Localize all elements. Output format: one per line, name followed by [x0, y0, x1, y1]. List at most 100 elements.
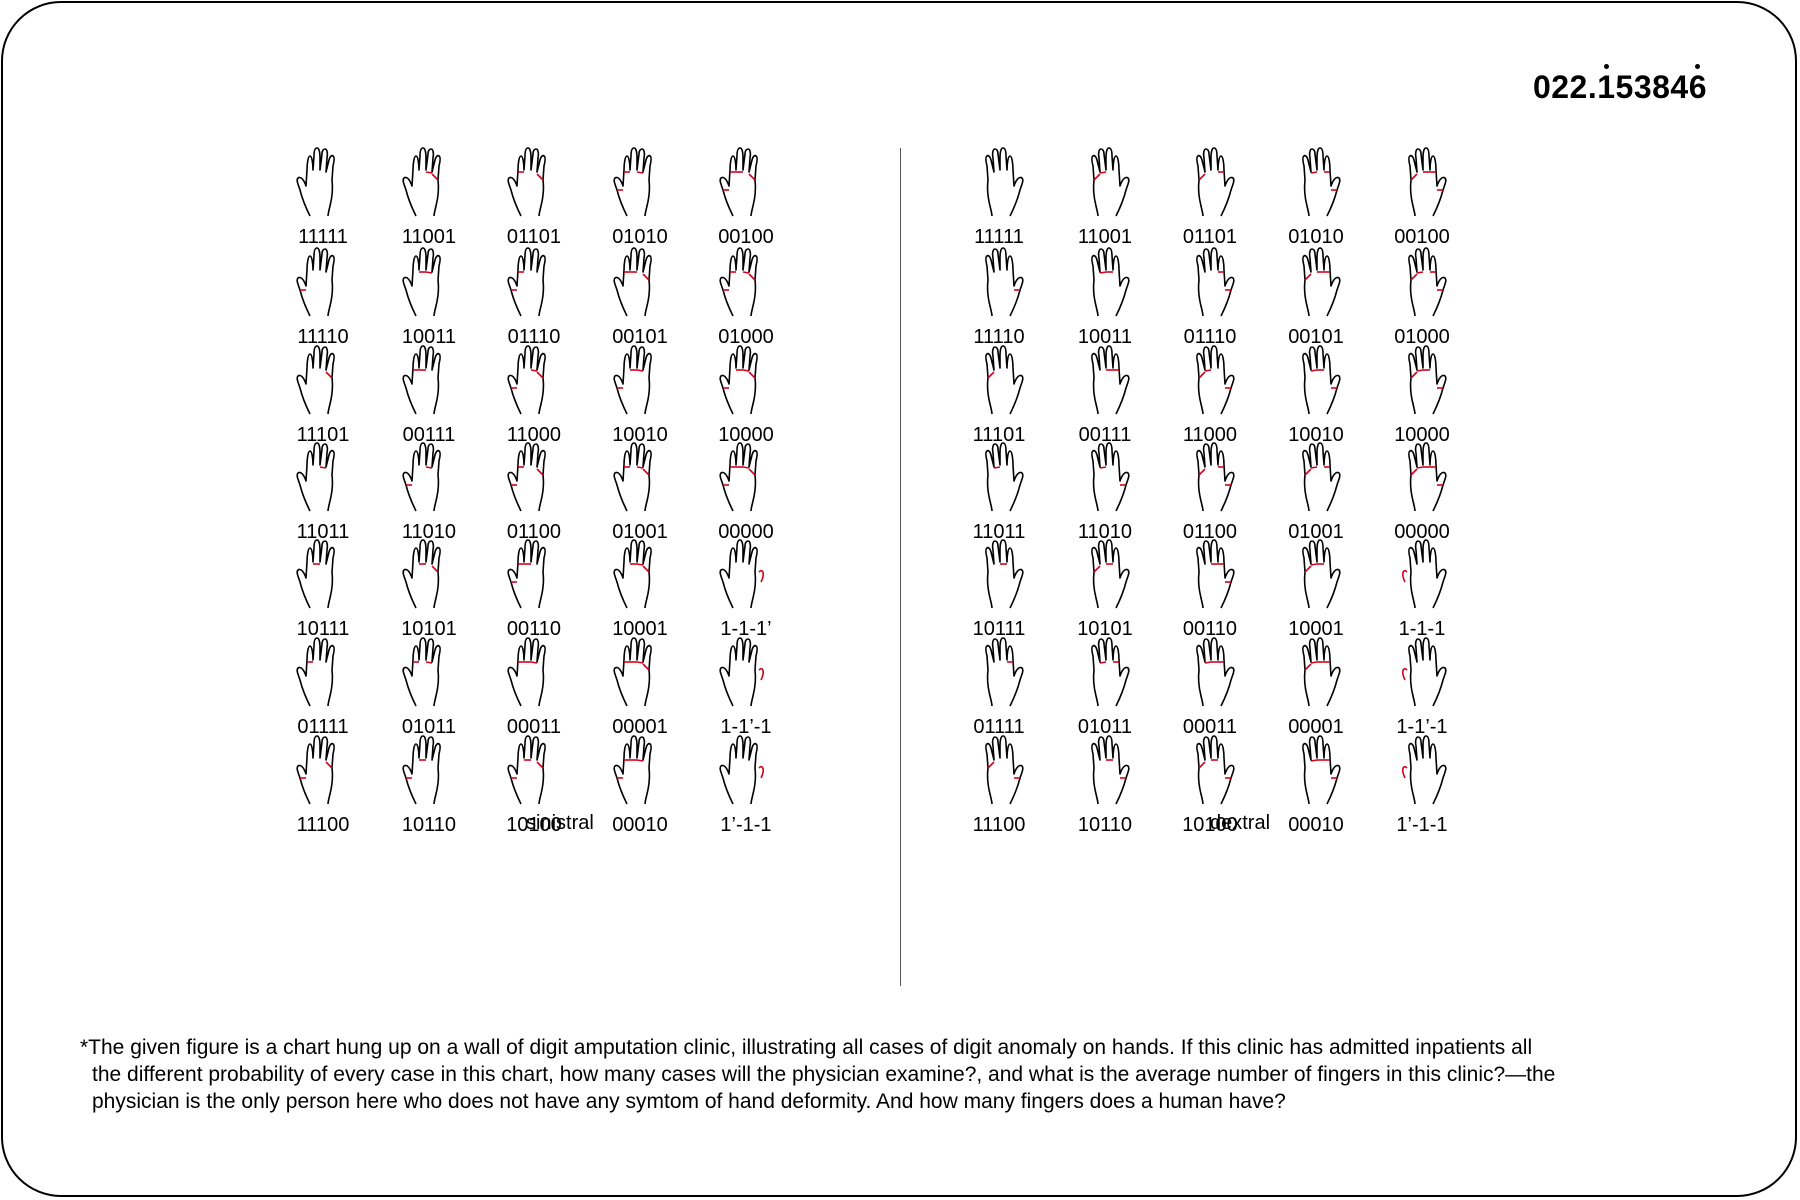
hand-case-code: 11101: [296, 424, 350, 446]
hand-icon: [1091, 345, 1130, 415]
hand-icon: [613, 442, 652, 512]
hand-case-code: 10010: [1288, 424, 1344, 446]
hand-case-code: 11100: [296, 814, 350, 836]
hand-case-code: 11110: [973, 326, 1025, 348]
hand-case-code: 01101: [1182, 226, 1238, 248]
hand-case: 11111: [944, 146, 1054, 258]
hand-case-code: 10011: [1077, 326, 1133, 348]
hand-case-code: 1-1’-1: [720, 716, 772, 738]
hand-case-code: 10101: [1077, 618, 1133, 640]
hand-case: 01010: [585, 146, 695, 258]
hand-case-code: 00011: [1182, 716, 1238, 738]
hand-case: 01001: [585, 441, 695, 553]
hand-case-code: 01001: [612, 521, 668, 543]
hand-icon: [296, 345, 335, 415]
hand-icon: [402, 637, 441, 707]
hand-case-code: 10101: [401, 618, 457, 640]
hand-case-code: 01111: [973, 716, 1025, 738]
footnote: *The given figure is a chart hung up on …: [80, 1034, 1720, 1115]
hand-icon: [985, 247, 1024, 317]
hand-icon: [719, 735, 764, 805]
hand-case: 1-1-1’: [691, 538, 801, 650]
hand-icon: [1196, 735, 1235, 805]
hand-icon: [1408, 247, 1447, 317]
hand-case-code: 11011: [972, 521, 1026, 543]
hand-case: 11010: [1050, 441, 1160, 553]
hand-icon: [507, 147, 546, 217]
sinistral-panel: 11111 11001 01101 01010 00100 11110 10011 01110…: [268, 146, 868, 996]
hand-icon: [296, 735, 335, 805]
hand-case-code: 11001: [1077, 226, 1133, 248]
hand-icon: [1302, 539, 1341, 609]
panel-divider: [900, 148, 901, 986]
hand-icon: [613, 735, 652, 805]
hand-case-code: 00101: [1288, 326, 1344, 348]
hand-case: 11100: [944, 734, 1054, 846]
hand-case: 01000: [1367, 246, 1477, 358]
hand-icon: [1091, 442, 1130, 512]
hand-case-code: 1-1-1: [1398, 618, 1446, 640]
hand-icon: [613, 147, 652, 217]
hand-icon: [1196, 442, 1235, 512]
hand-icon: [296, 637, 335, 707]
hand-icon: [402, 345, 441, 415]
hand-icon: [1091, 735, 1130, 805]
hand-case-code: 00110: [1182, 618, 1238, 640]
hand-icon: [1091, 539, 1130, 609]
hand-case: 01011: [374, 636, 484, 748]
hand-case: 01101: [479, 146, 589, 258]
hand-case: 10001: [585, 538, 695, 650]
hand-case: 1-1’-1: [1367, 636, 1477, 748]
hand-icon: [402, 247, 441, 317]
dextral-panel: 11111 11001 01101 01010 00100 11110 10011 01110…: [944, 146, 1544, 996]
hand-icon: [985, 147, 1024, 217]
hand-icon: [1091, 247, 1130, 317]
hand-case: 10001: [1261, 538, 1371, 650]
hand-icon: [1402, 735, 1447, 805]
hand-case-code: 00001: [612, 716, 668, 738]
hand-case: 00100: [1367, 146, 1477, 258]
hand-case: 10100: [479, 734, 589, 846]
hand-icon: [1408, 345, 1447, 415]
hand-case: 10101: [374, 538, 484, 650]
hand-case: 11000: [1155, 344, 1265, 456]
hand-case: 01111: [944, 636, 1054, 748]
hand-case: 11011: [268, 441, 378, 553]
hand-case: 00010: [1261, 734, 1371, 846]
hand-icon: [1302, 147, 1341, 217]
hand-case-code: 11111: [298, 226, 348, 248]
hand-icon: [1408, 442, 1447, 512]
hand-case-code: 00101: [612, 326, 668, 348]
hand-icon: [402, 147, 441, 217]
hand-case: 10011: [1050, 246, 1160, 358]
hand-icon: [296, 147, 335, 217]
hand-case: 01110: [1155, 246, 1265, 358]
hand-case: 01100: [1155, 441, 1265, 553]
hand-case: 11110: [944, 246, 1054, 358]
hand-case: 10011: [374, 246, 484, 358]
hand-icon: [719, 147, 758, 217]
hand-case: 10110: [374, 734, 484, 846]
hand-icon: [1302, 637, 1341, 707]
hand-case: 1-1’-1: [691, 636, 801, 748]
hand-icon: [296, 247, 335, 317]
footnote-line-2: the different probability of every case …: [92, 1063, 1556, 1086]
hand-case-code: 00110: [506, 618, 562, 640]
hand-case-code: 10001: [612, 618, 668, 640]
hand-case-code: 00011: [506, 716, 562, 738]
hand-case: 00110: [479, 538, 589, 650]
hand-icon: [507, 735, 546, 805]
hand-case: 11101: [268, 344, 378, 456]
hand-case: 1’-1-1: [691, 734, 801, 846]
hand-case-code: 01101: [506, 226, 562, 248]
hand-icon: [719, 247, 758, 317]
hand-case-code: 01011: [401, 716, 457, 738]
hand-case: 01110: [479, 246, 589, 358]
hand-case: 00111: [1050, 344, 1160, 456]
hand-case: 10000: [691, 344, 801, 456]
hand-icon: [507, 637, 546, 707]
hand-icon: [1302, 345, 1341, 415]
hand-case-code: 1’-1-1: [1396, 814, 1448, 836]
hand-case-code: 01000: [1394, 326, 1450, 348]
hand-case-code: 11110: [297, 326, 349, 348]
